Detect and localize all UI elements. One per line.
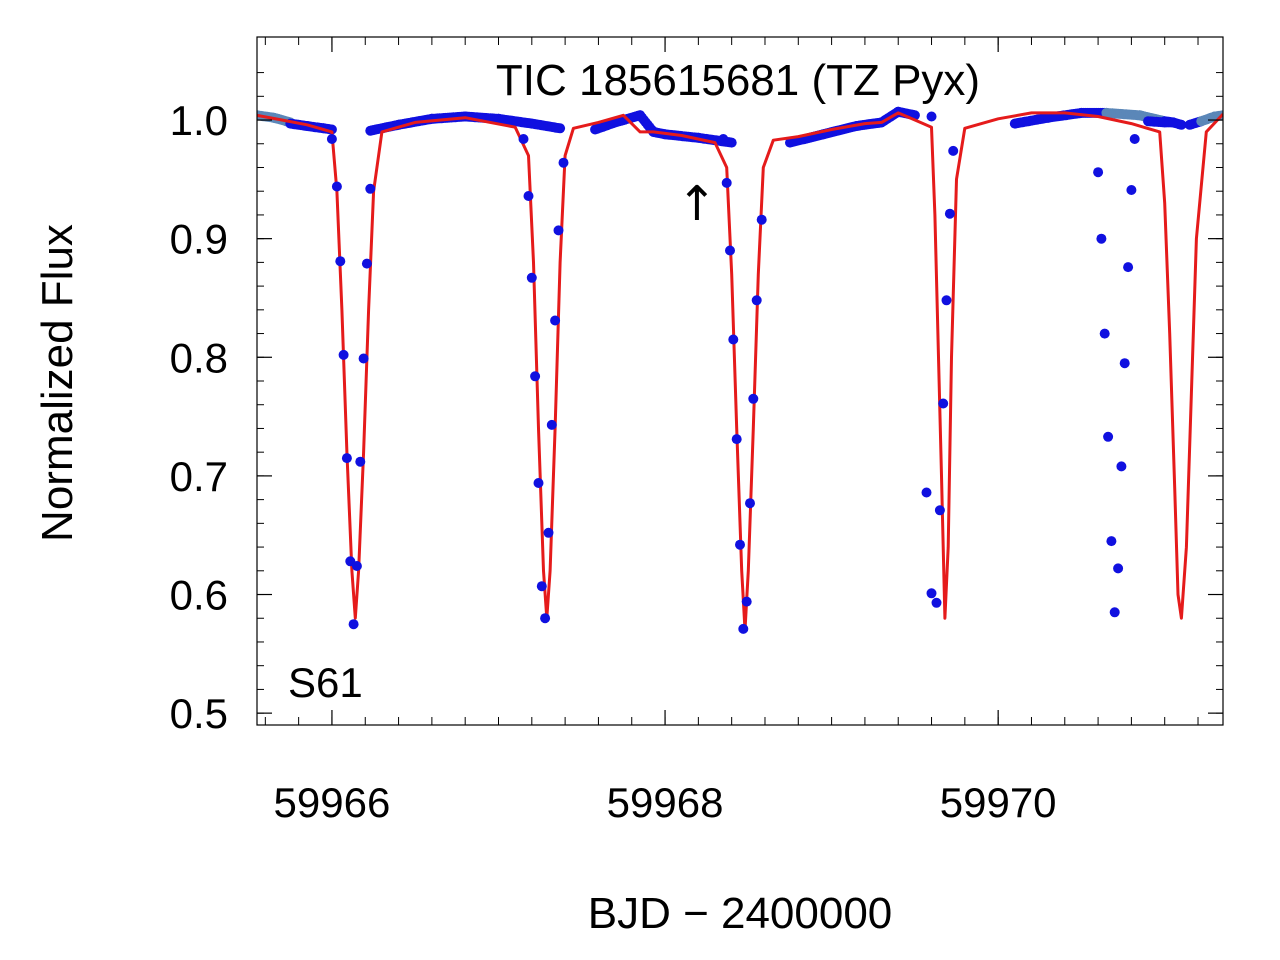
eclipse-point bbox=[756, 214, 767, 225]
observed-point bbox=[1168, 117, 1178, 128]
eclipse-point bbox=[543, 527, 554, 538]
eclipse-point bbox=[921, 487, 932, 498]
eclipse-point bbox=[931, 597, 942, 608]
eclipse-point bbox=[735, 539, 745, 550]
x-tick-label: 59970 bbox=[940, 779, 1057, 826]
eclipse-point bbox=[751, 295, 762, 306]
eclipse-point bbox=[351, 561, 362, 571]
eclipse-point bbox=[540, 613, 551, 624]
eclipse-point bbox=[725, 245, 735, 256]
observed-point bbox=[555, 123, 566, 134]
eclipse-point bbox=[550, 315, 561, 326]
y-axis-title: Normalized Flux bbox=[33, 224, 82, 542]
eclipse-point bbox=[1096, 233, 1107, 244]
eclipse-point bbox=[938, 398, 949, 409]
eclipse-point bbox=[741, 596, 752, 607]
x-tick-labels: 59966 59968 59970 bbox=[274, 779, 1057, 826]
eclipse-point bbox=[738, 623, 749, 634]
eclipse-point bbox=[361, 258, 372, 269]
eclipse-point bbox=[721, 177, 732, 188]
y-tick-label: 0.9 bbox=[170, 216, 228, 263]
eclipse-point bbox=[1093, 167, 1104, 178]
observed-point bbox=[926, 111, 937, 122]
y-tick-label: 0.6 bbox=[170, 572, 228, 619]
eclipse-point bbox=[365, 183, 376, 194]
eclipse-point bbox=[546, 419, 557, 430]
eclipse-point bbox=[718, 134, 729, 144]
eclipse-point bbox=[338, 349, 349, 360]
eclipse-point bbox=[941, 295, 952, 306]
eclipse-point bbox=[533, 478, 544, 488]
eclipse-point bbox=[1129, 134, 1140, 144]
eclipse-point bbox=[518, 134, 529, 144]
eclipse-point bbox=[536, 581, 547, 592]
eclipse-point bbox=[944, 208, 955, 219]
eclipse-point bbox=[1126, 185, 1137, 195]
x-axis-title: BJD − 2400000 bbox=[588, 889, 893, 938]
chart-title: TIC 185615681 (TZ Pyx) bbox=[496, 56, 980, 105]
eclipse-point bbox=[526, 272, 537, 283]
plot-frame bbox=[256, 36, 1224, 726]
y-tick-labels: 0.5 0.6 0.7 0.8 0.9 1.0 bbox=[170, 97, 228, 737]
y-tick-label: 0.8 bbox=[170, 334, 228, 381]
eclipse-point bbox=[728, 334, 739, 345]
eclipse-point bbox=[1109, 607, 1120, 618]
eclipse-point bbox=[530, 371, 541, 382]
eclipse-point bbox=[1103, 431, 1114, 442]
eclipse-point bbox=[934, 505, 945, 516]
eclipse-point bbox=[1099, 328, 1110, 339]
observed-point bbox=[1176, 119, 1187, 130]
major-ticks bbox=[257, 37, 1223, 725]
eclipse-point bbox=[335, 256, 346, 267]
eclipse-point bbox=[1106, 536, 1117, 547]
eclipse-point bbox=[1119, 358, 1130, 369]
eclipse-point bbox=[745, 498, 755, 509]
eclipse-point bbox=[355, 456, 366, 467]
eclipse-point bbox=[948, 145, 959, 156]
x-tick-label: 59966 bbox=[274, 779, 391, 826]
eclipse-point bbox=[348, 619, 359, 630]
y-tick-label: 0.5 bbox=[170, 690, 228, 737]
eclipse-point bbox=[731, 434, 742, 445]
eclipse-point bbox=[341, 453, 352, 464]
plot-area bbox=[257, 106, 1223, 634]
x-tick-label: 59968 bbox=[607, 779, 724, 826]
plot-series-group bbox=[257, 106, 1223, 634]
eclipse-point bbox=[331, 181, 342, 192]
eclipse-point bbox=[326, 134, 337, 144]
eclipse-point bbox=[358, 353, 369, 364]
eclipse-point bbox=[1116, 461, 1127, 472]
eclipse-point bbox=[1123, 262, 1134, 273]
annotation-arrow: ↑ bbox=[677, 176, 717, 232]
y-tick-label: 1.0 bbox=[170, 97, 228, 144]
eclipse-point bbox=[1113, 563, 1124, 574]
y-tick-label: 0.7 bbox=[170, 453, 228, 500]
observed-point bbox=[726, 137, 737, 148]
eclipse-point bbox=[523, 191, 534, 201]
eclipse-point bbox=[553, 225, 564, 236]
panel-label: S61 bbox=[288, 659, 363, 706]
eclipse-point bbox=[748, 393, 759, 404]
eclipse-point bbox=[558, 157, 569, 168]
eclipse-point bbox=[926, 588, 937, 599]
